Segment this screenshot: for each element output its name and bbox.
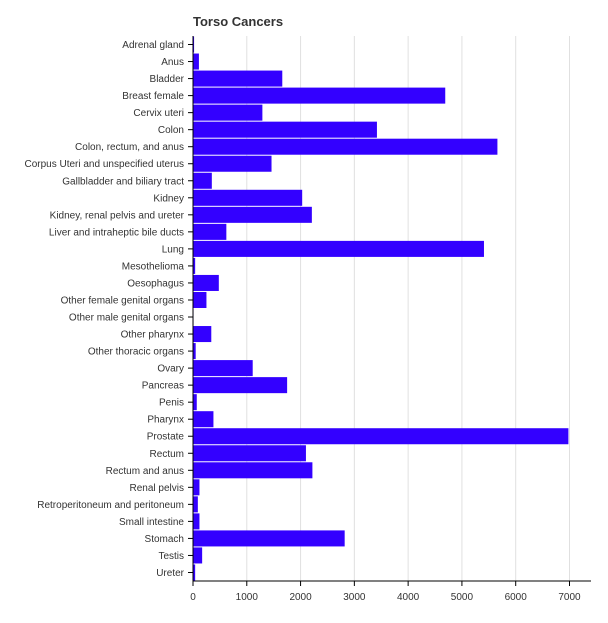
bar [193,274,219,291]
bar [193,206,312,223]
x-tick-label: 1000 [236,592,259,603]
bar [193,138,498,155]
y-tick-label: Bladder [150,74,185,85]
bar [193,428,569,445]
y-tick-label: Mesothelioma [122,261,185,272]
bar [193,496,198,513]
y-tick-label: Rectum and anus [106,466,184,477]
y-tick-label: Oesophagus [127,278,184,289]
y-tick-label: Corpus Uteri and unspecified uterus [24,159,184,170]
x-tick-label: 3000 [343,592,366,603]
bar [193,547,203,564]
gridlines [246,36,570,581]
bar [193,172,212,189]
axes: 0 1000 2000 3000 4000 5000 6000 7000 Adrenal gla… [24,36,591,603]
y-tick-label: Kidney [153,193,184,204]
bar [193,291,207,308]
y-tick-label: Small intestine [119,517,184,528]
y-tick-label: Cervix uteri [133,108,184,119]
bar [193,394,197,411]
y-tick-label: Other pharynx [121,330,184,341]
y-tick-label: Colon, rectum, and anus [75,142,184,153]
x-tick-label: 5000 [451,592,474,603]
bar [193,530,345,547]
y-tick-label: Gallbladder and biliary tract [62,176,184,187]
y-tick-label: Other thoracic organs [88,347,184,358]
y-tick-label: Colon [158,125,184,136]
x-tick-label: 7000 [558,592,581,603]
bar [193,223,227,240]
bar [193,462,313,479]
chart-title: Torso Cancers [193,14,284,29]
bar [193,53,199,70]
bar [193,564,196,581]
bar [193,121,377,138]
y-tick-label: Rectum [150,449,184,460]
bar [193,87,446,104]
x-tick-label: 4000 [397,592,420,603]
bar [193,155,272,172]
bar [193,257,196,274]
bar [193,343,196,360]
y-tick-label: Ovary [157,364,184,375]
y-tick-label: Pancreas [142,381,184,392]
y-tick-label: Prostate [147,432,185,443]
bar [193,513,200,530]
x-tick-label: 6000 [505,592,528,603]
bar [193,377,288,394]
x-tick-label: 2000 [289,592,312,603]
bar [193,70,283,87]
bar [193,479,200,496]
bar [193,445,306,462]
y-tick-label: Ureter [156,568,184,579]
y-tick-label: Other male genital organs [69,313,184,324]
y-tick-label: Lung [162,244,184,255]
y-tick-label: Breast female [122,91,184,102]
bar [193,189,303,206]
y-tick-label: Adrenal gland [122,40,184,51]
y-tick-label: Penis [159,398,184,409]
x-tick-label: 0 [190,592,196,603]
y-tick-label: Retroperitoneum and peritoneum [37,500,184,511]
y-tick-label: Other female genital organs [61,295,184,306]
bars [193,36,569,581]
y-tick-label: Testis [158,551,184,562]
y-tick-label: Anus [161,57,184,68]
bar [193,326,212,343]
y-tick-label: Stomach [145,534,184,545]
y-tick-label: Pharynx [147,415,184,426]
bar [193,104,263,121]
y-tick-label: Kidney, renal pelvis and ureter [50,210,185,221]
bar [193,360,253,377]
bar [193,36,195,53]
bar [193,411,214,428]
y-tick-label: Liver and intraheptic bile ducts [49,227,184,238]
y-tick-label: Renal pelvis [130,483,184,494]
bar [193,240,484,257]
